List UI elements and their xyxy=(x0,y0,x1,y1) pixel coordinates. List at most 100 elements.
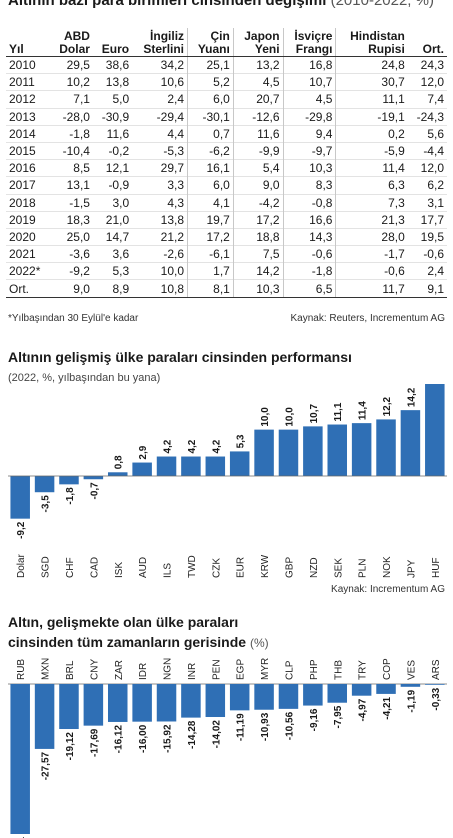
table-cell: 2010 xyxy=(6,55,50,74)
table-cell: 11,1 xyxy=(335,90,408,109)
table-cell: -12,6 xyxy=(232,107,284,126)
table-cell: 5,4 xyxy=(232,159,284,177)
table-cell: -30,1 xyxy=(187,107,234,126)
table-cell: -1,8 xyxy=(282,262,336,280)
table-cell: 2012 xyxy=(6,90,50,109)
data-label: 4,2 xyxy=(163,439,174,453)
table-header-cell: ABD Dolar xyxy=(49,28,93,57)
tick-label: THB xyxy=(333,660,344,680)
bar xyxy=(278,684,299,709)
table-cell: -1,8 xyxy=(49,124,93,143)
chart2-source: Kaynak: Incrementum AG xyxy=(331,584,445,595)
table-cell: 8,5 xyxy=(49,159,93,177)
data-label: 4,2 xyxy=(187,439,198,453)
table-title: Altının bazı para birimleri cinsinden de… xyxy=(8,0,434,9)
bar xyxy=(351,423,372,476)
table-cell: 11,4 xyxy=(335,159,408,177)
tick-label: TRY xyxy=(358,660,369,680)
data-label: 10,7 xyxy=(309,403,320,423)
bar xyxy=(205,456,226,476)
table-cell: 2020 xyxy=(6,227,50,246)
table-cell: Ort. xyxy=(6,279,50,298)
table-header-cell: Ort. xyxy=(407,28,447,57)
table-row: 2014 -1,8 11,6 4,4 0,7 11,6 9,4 0,2 5,6 xyxy=(6,124,447,143)
table-source: Kaynak: Reuters, Incrementum AG xyxy=(290,313,445,324)
table-cell: -4,4 xyxy=(407,141,447,160)
table-cell: 5,3 xyxy=(92,262,133,280)
tick-label: CNY xyxy=(89,659,100,680)
bar xyxy=(181,456,201,476)
table-cell: 2,4 xyxy=(132,90,188,109)
table-body: 2010 29,5 38,6 34,2 25,1 13,2 16,8 24,8 24,3 2011… xyxy=(6,55,447,298)
table-cell: 9,0 xyxy=(49,279,93,298)
table-cell: 19,5 xyxy=(407,227,447,246)
table-header-text: Sterlini xyxy=(143,42,185,56)
tick-label: MXN xyxy=(41,658,52,680)
table-cell: 6,0 xyxy=(187,90,234,109)
data-label: 2,9 xyxy=(138,445,149,459)
table-cell: 10,3 xyxy=(282,159,336,177)
data-label: 14,2 xyxy=(406,387,417,407)
table-cell: 2015 xyxy=(6,141,50,160)
data-label: -7,95 xyxy=(333,705,344,728)
table-header-text: Yuanı xyxy=(197,42,230,56)
tick-label: ZAR xyxy=(114,660,125,680)
chart3-title-line2: cinsinden tüm zamanların gerisinde (%) xyxy=(8,634,269,650)
bar xyxy=(156,684,177,722)
data-label: -17,69 xyxy=(89,728,100,757)
developed-currency-bar-chart: -9,2 Dolar -3,5 SGD -1,8 CHF -0,7 CAD 0,8 ISK 2,9 A… xyxy=(8,384,447,578)
table-cell: 8,9 xyxy=(92,279,133,298)
table-cell: -9,7 xyxy=(282,141,336,160)
table-cell: 21,3 xyxy=(335,210,408,229)
tick-label: COP xyxy=(382,658,393,680)
tick-label: NGN xyxy=(163,658,174,680)
data-label: -0,7 xyxy=(89,482,100,500)
table-cell: 21,0 xyxy=(92,210,133,229)
table-row: 2015 -10,4 -0,2 -5,3 -6,2 -9,9 -9,7 -5,9 -4,4 xyxy=(6,141,447,160)
data-label: -9,2 xyxy=(16,521,27,539)
table-cell: -0,8 xyxy=(282,193,336,212)
table-header-row: Yıl ABD Dolar Euro İngiliz Sterlini Çin Yuanı Ja… xyxy=(6,28,447,57)
table-header-cell: Çin Yuanı xyxy=(187,28,234,57)
table-cell: 12,1 xyxy=(92,159,133,177)
gold-change-table: Yıl ABD Dolar Euro İngiliz Sterlini Çin Yuanı Ja… xyxy=(6,28,447,298)
table-cell: 2014 xyxy=(6,124,50,143)
table-header-text: Yıl xyxy=(9,42,24,56)
data-label: -3,5 xyxy=(41,495,52,513)
table-header-text: İngiliz xyxy=(150,29,185,43)
table-row: 2021 -3,6 3,6 -2,6 -6,1 7,5 -0,6 -1,7 -0,6 xyxy=(6,245,447,263)
table-cell: 19,7 xyxy=(187,210,234,229)
emerging-currency-bar-chart: -63,71 RUB -27,57 MXN -19,12 BRL -17,69 CNY -16,… xyxy=(8,658,447,838)
table-cell: 3,6 xyxy=(92,245,133,263)
table-row: 2019 18,3 21,0 13,8 19,7 17,2 16,6 21,3 17,7 xyxy=(6,210,447,229)
bar xyxy=(254,429,274,476)
table-cell: 10,8 xyxy=(132,279,188,298)
table-row: 2013 -28,0 -30,9 -29,4 -30,1 -12,6 -29,8 -19,1-… xyxy=(6,107,447,126)
bar xyxy=(425,684,445,685)
table-row: 2012 7,1 5,0 2,4 6,0 20,7 4,5 11,1 7,4 xyxy=(6,90,447,109)
tick-label: TWD xyxy=(187,555,198,578)
table-cell: 7,5 xyxy=(232,245,284,263)
table-cell: 25,1 xyxy=(187,55,234,74)
data-label: 0,8 xyxy=(114,455,125,469)
table-cell: -0,9 xyxy=(92,176,133,194)
data-label: -1,19 xyxy=(406,689,417,712)
table-cell: 18,8 xyxy=(232,227,284,246)
bar xyxy=(400,410,421,476)
table-cell: 21,2 xyxy=(132,227,188,246)
bar xyxy=(327,424,348,476)
table-row: 2022* -9,2 5,3 10,0 1,7 14,2 -1,8 -0,6 2,4 xyxy=(6,262,447,280)
data-label: -9,16 xyxy=(309,708,320,731)
table-cell: 29,7 xyxy=(132,159,188,177)
table-cell: 20,7 xyxy=(232,90,284,109)
table-cell: 4,5 xyxy=(232,73,284,91)
table-header-text: Hindistan xyxy=(350,29,405,43)
tick-label: CZK xyxy=(211,558,222,578)
table-cell: 13,8 xyxy=(92,73,133,91)
table-cell: -0,6 xyxy=(335,262,408,280)
table-cell: 17,7 xyxy=(407,210,447,229)
bar xyxy=(205,684,226,718)
table-cell: -1,5 xyxy=(49,193,93,212)
table-cell: 17,2 xyxy=(232,210,284,229)
bar xyxy=(59,684,79,730)
